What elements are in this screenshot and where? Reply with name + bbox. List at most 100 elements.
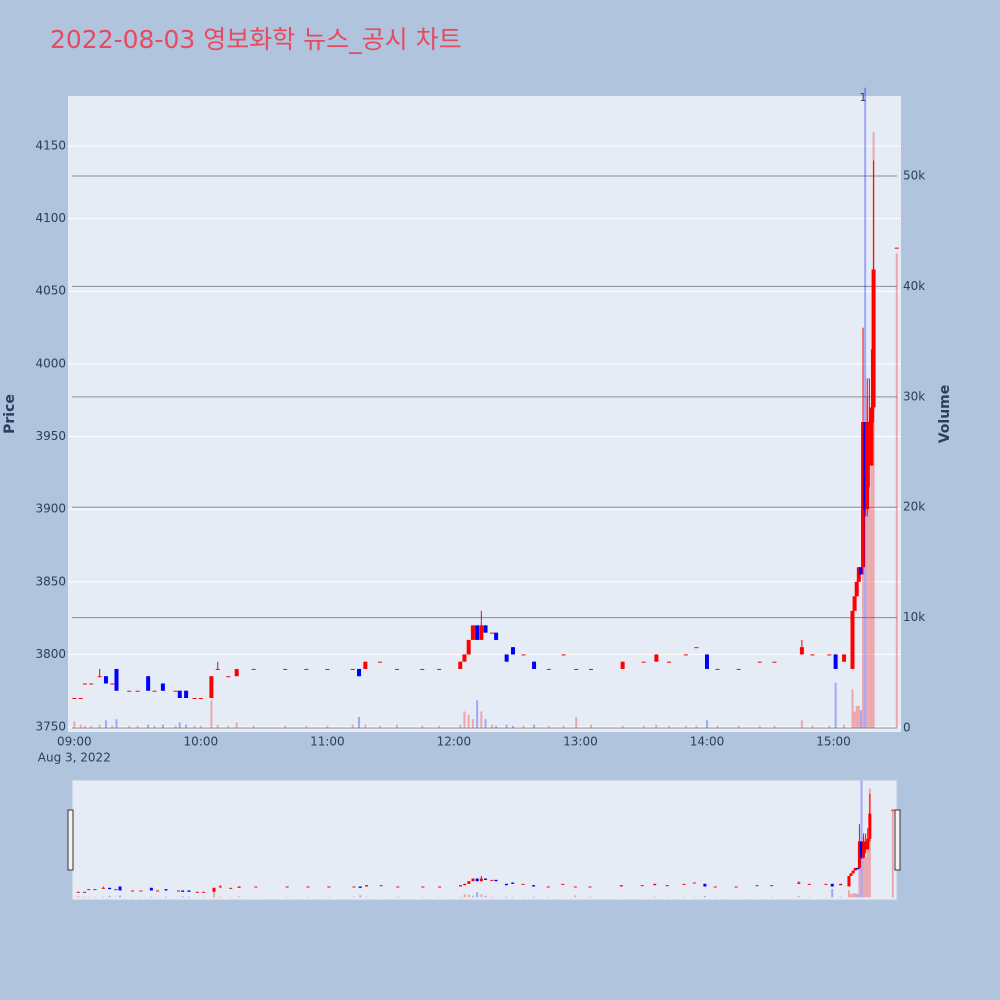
volume-bar [655, 724, 658, 729]
volume-bar [471, 719, 474, 729]
candle-body [510, 647, 515, 655]
y-axis-title: Price [2, 394, 18, 434]
candle-body [218, 886, 222, 888]
volume-bar [850, 894, 853, 898]
volume-bar [872, 131, 875, 729]
candle-body [470, 625, 475, 640]
volume-bar [480, 711, 483, 729]
volume-bar [174, 725, 177, 729]
volume-bar [90, 725, 93, 729]
volume-bar [185, 724, 188, 729]
volume-bar [476, 700, 479, 729]
candle-body [135, 690, 140, 692]
candle-body [871, 269, 876, 408]
candle-body [736, 668, 741, 670]
candle-body [114, 668, 119, 691]
range-slider[interactable] [71, 779, 898, 901]
candle-body [72, 698, 77, 700]
candle-body [149, 887, 153, 891]
candle-body [489, 632, 494, 634]
volume-bar [864, 87, 867, 729]
candle-body [229, 887, 233, 889]
candle-body [867, 421, 872, 466]
volume-bar [365, 896, 368, 898]
candle-body [226, 676, 231, 678]
candle-body [139, 890, 143, 892]
volume-bar [395, 724, 398, 729]
volume-bar [467, 714, 470, 729]
candle-body [770, 885, 774, 887]
candle-body [394, 668, 399, 670]
candle-body [866, 838, 870, 850]
x-tick-label: 13:00 [563, 735, 598, 749]
candle-body [757, 661, 762, 663]
volume-bar [484, 895, 487, 898]
candle-body [363, 661, 368, 669]
candle-body [304, 668, 309, 670]
x-tick-label: 09:00 [57, 735, 92, 749]
candle-body [851, 870, 855, 874]
volume-bar [459, 724, 462, 729]
volume-bar [495, 725, 498, 729]
volume-bar [199, 725, 202, 729]
volume-bar [797, 895, 800, 898]
volume-bar [193, 725, 196, 729]
volume-bar [533, 724, 536, 729]
volume-bar [83, 725, 86, 729]
range-handle-right[interactable] [894, 809, 901, 871]
volume-bar [187, 896, 190, 898]
volume-bar [843, 724, 846, 729]
candle-body [653, 883, 657, 886]
candle-body [894, 247, 899, 249]
volume-bar [480, 894, 483, 898]
candle-body [504, 883, 508, 886]
candle-body [187, 890, 191, 892]
candle-body [694, 647, 699, 649]
x-tick-label: 15:00 [816, 735, 851, 749]
volume-bar [359, 895, 362, 898]
volume-bar [73, 721, 76, 729]
candle-body [87, 889, 91, 891]
candle-body [97, 676, 102, 678]
candle-body [212, 887, 216, 892]
y2-tick-label: 40k [903, 279, 925, 293]
candle-body [285, 886, 289, 888]
candle-body [864, 841, 868, 850]
volume-bar [575, 716, 578, 729]
candle-body [494, 879, 498, 882]
candle-body [532, 661, 537, 669]
y-tick-label: 3850 [35, 574, 66, 588]
volume-bar [476, 892, 479, 898]
volume-bar [252, 725, 255, 729]
volume-bar [352, 896, 355, 898]
candle-body [420, 668, 425, 670]
candle-body [641, 661, 646, 663]
y2-tick-label: 0 [903, 721, 911, 735]
candle-body [475, 625, 480, 640]
volume-bar [358, 716, 361, 729]
volume-bar [588, 896, 591, 898]
candle-body [839, 883, 843, 886]
candle-body [849, 873, 853, 876]
candle-body [181, 890, 185, 892]
candle-body [177, 690, 182, 699]
volume-bar [834, 682, 837, 729]
candle-body [830, 883, 834, 887]
candle-body [858, 567, 863, 575]
volume-bar [621, 725, 624, 729]
volume-bar [864, 857, 867, 898]
candle-body [146, 676, 151, 691]
y-tick-label: 4050 [35, 284, 66, 298]
volume-bar [108, 895, 111, 898]
volume-bar [860, 780, 863, 898]
candle-body [177, 890, 181, 892]
candle-body [494, 632, 499, 640]
range-handle-left[interactable] [67, 809, 74, 871]
candle-body [462, 654, 467, 662]
candle-body [234, 668, 239, 677]
volume-bar [862, 507, 865, 729]
candle-body [755, 885, 759, 887]
volume-bar [238, 896, 241, 898]
candle-body [715, 668, 720, 670]
